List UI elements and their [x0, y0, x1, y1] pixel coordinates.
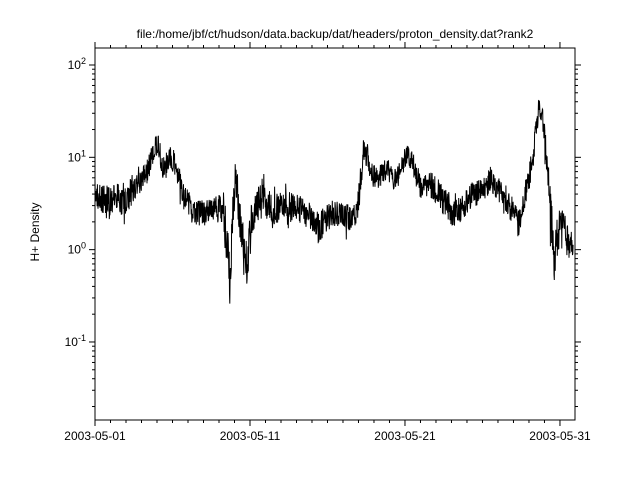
x-tick-label: 2003-05-21	[374, 429, 436, 443]
x-tick-label: 2003-05-11	[220, 429, 281, 443]
x-tick-label: 2003-05-01	[64, 429, 126, 443]
axis-ticks	[89, 42, 581, 426]
y-tick-labels: 10-1 100 101 102	[65, 56, 86, 349]
plot-frame	[94, 47, 576, 421]
x-tick-label: 2003-05-31	[529, 429, 591, 443]
plot-title: file:/home/jbf/ct/hudson/data.backup/dat…	[136, 27, 534, 41]
x-tick-labels: 2003-05-01 2003-05-11 2003-05-21 2003-05-31	[64, 429, 591, 443]
y-tick-label: 10-1	[65, 333, 86, 349]
y-tick-label: 100	[68, 241, 86, 257]
y-tick-label: 101	[68, 148, 86, 164]
data-line	[94, 99, 574, 304]
y-tick-label: 102	[68, 56, 86, 72]
